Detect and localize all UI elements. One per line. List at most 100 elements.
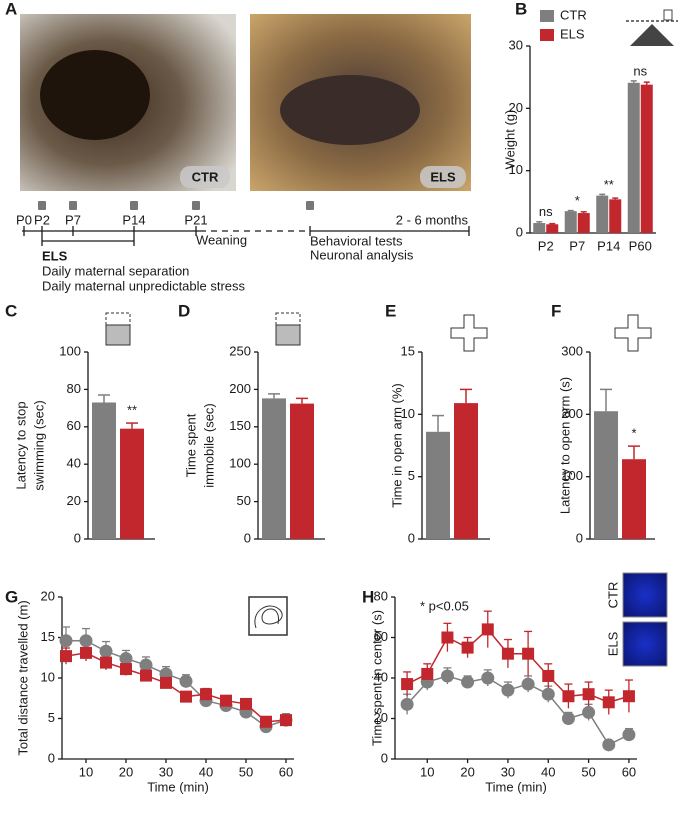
timeline-label: Daily maternal separation [42, 263, 189, 278]
y-tick-label: 0 [244, 530, 251, 545]
marker [60, 650, 72, 663]
timeline-label: P2 [34, 212, 50, 227]
photo-label: CTR [192, 169, 219, 184]
marker [59, 634, 73, 648]
marker [160, 676, 172, 689]
photo-label-bg [420, 166, 466, 188]
y-axis-label: Weight (g) [502, 110, 517, 170]
x-tick-label: 60 [279, 764, 293, 779]
y-tick-label: 50 [237, 493, 251, 508]
legend-label: CTR [560, 7, 587, 22]
y-tick-label: 40 [67, 456, 81, 471]
y-tick-label: 5 [408, 468, 415, 483]
timeline-label: 2 - 6 months [396, 212, 469, 227]
marker [441, 631, 454, 644]
x-tick-label: 50 [239, 764, 253, 779]
bar [426, 431, 450, 539]
y-axis-label: Latency to stop [13, 401, 28, 489]
significance: ns [539, 204, 553, 219]
marker [562, 690, 575, 703]
marker [461, 641, 474, 654]
marker [421, 667, 434, 680]
panel-letter: E [385, 301, 396, 320]
x-tick-label: 40 [199, 764, 213, 779]
photo-label-bg [180, 166, 230, 188]
marker [582, 705, 596, 719]
y-tick-label: 5 [48, 710, 55, 725]
panel-letter: H [362, 587, 374, 606]
marker [280, 714, 292, 727]
inset-label: CTR [605, 582, 620, 609]
marker [200, 688, 212, 701]
x-tick-label: P2 [538, 238, 554, 253]
y-tick-label: 0 [74, 530, 81, 545]
y-tick-label: 60 [374, 629, 388, 644]
bar [564, 211, 577, 233]
marker [501, 683, 515, 697]
timeline-label: Neuronal analysis [310, 247, 414, 262]
x-tick-label: 10 [420, 764, 434, 779]
bar [622, 459, 646, 539]
bar [120, 428, 144, 539]
y-tick-label: 30 [509, 37, 523, 52]
y-tick-label: 100 [561, 468, 583, 483]
x-tick-label: 30 [501, 764, 515, 779]
photo-detail [40, 50, 150, 140]
marker [179, 674, 193, 688]
marker [140, 669, 152, 682]
timeline-label: Behavioral tests [310, 233, 403, 248]
marker [522, 647, 535, 660]
marker [139, 658, 153, 672]
y-tick-label: 60 [67, 418, 81, 433]
y-tick-label: 20 [41, 588, 55, 603]
series-line [406, 628, 630, 704]
maze-icon [248, 314, 652, 636]
bar [627, 82, 640, 233]
x-tick-label: 20 [119, 764, 133, 779]
y-tick-label: 10 [509, 162, 523, 177]
bar [262, 398, 286, 539]
marker [461, 675, 475, 689]
x-tick-label: 20 [460, 764, 474, 779]
timeline-label: ELS [42, 248, 68, 263]
y-tick-label: 10 [401, 406, 415, 421]
significance: ** [127, 402, 137, 417]
legend-swatch [540, 29, 554, 41]
timeline-label: Weaning [196, 232, 247, 247]
panel-letter: B [515, 0, 527, 18]
timeline-label: P7 [65, 212, 81, 227]
marker [622, 728, 636, 742]
y-tick-label: 100 [229, 456, 251, 471]
marker [400, 697, 414, 711]
panel-letter: A [5, 0, 17, 18]
marker [79, 634, 93, 648]
y-tick-label: 0 [408, 530, 415, 545]
bar [609, 199, 622, 233]
y-tick-label: 200 [561, 406, 583, 421]
timeline-label: P14 [122, 212, 145, 227]
x-tick-label: P7 [569, 238, 585, 253]
marker [622, 690, 635, 703]
series-line [66, 639, 287, 728]
marker [80, 646, 92, 659]
y-axis-label: Latency to open arm (s) [557, 377, 572, 514]
marker [120, 663, 132, 676]
marker [481, 671, 495, 685]
marker [602, 696, 615, 709]
timeline-label: P0 [16, 212, 32, 227]
marker [602, 738, 616, 752]
inset-label: ELS [605, 631, 620, 656]
x-tick-label: P60 [629, 238, 652, 253]
y-tick-label: 10 [41, 669, 55, 684]
y-tick-label: 40 [374, 669, 388, 684]
x-tick-label: 30 [159, 764, 173, 779]
y-axis-label: Total distance travelled (m) [15, 600, 30, 755]
y-tick-label: 0 [48, 750, 55, 765]
y-tick-label: 150 [229, 418, 251, 433]
timeline-label: Daily maternal unpredictable stress [42, 278, 246, 293]
legend-label: ELS [560, 26, 585, 41]
x-tick-label: 40 [541, 764, 555, 779]
series-line [65, 652, 287, 723]
y-tick-label: 300 [561, 343, 583, 358]
